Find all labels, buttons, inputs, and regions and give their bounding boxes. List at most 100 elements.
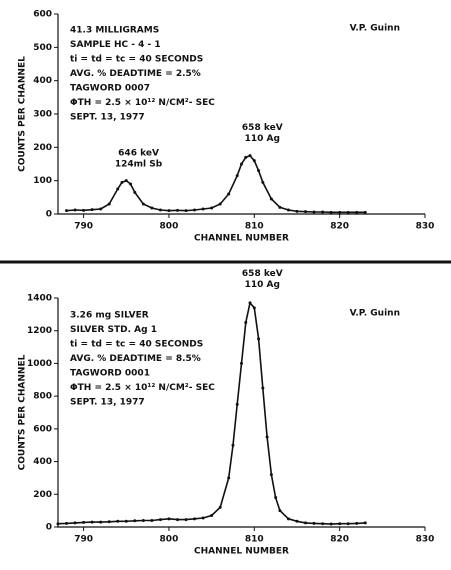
y-tick-label: 1400 xyxy=(27,294,52,304)
data-point xyxy=(257,169,261,173)
data-point xyxy=(175,208,179,212)
data-point xyxy=(269,197,273,201)
data-point xyxy=(99,520,103,524)
note: ΦTH = 2.5 × 10¹² N/CM²- SEC xyxy=(70,98,215,108)
data-point xyxy=(329,522,333,526)
y-tick-label: 400 xyxy=(33,457,52,467)
data-point xyxy=(304,210,308,214)
x-axis-label: CHANNEL NUMBER xyxy=(194,547,289,557)
y-tick-label: 0 xyxy=(46,210,52,220)
note: TAGWORD 0007 xyxy=(70,84,150,94)
note: SEPT. 13, 1977 xyxy=(70,398,145,408)
data-point xyxy=(116,519,120,523)
peak-label: 646 keV xyxy=(118,149,159,159)
y-tick-label: 1000 xyxy=(27,359,52,369)
data-point xyxy=(278,509,282,513)
y-tick-label: 200 xyxy=(33,143,52,153)
note: AVG. % DEADTIME = 2.5% xyxy=(70,69,201,79)
x-tick-label: 820 xyxy=(330,535,349,545)
author: V.P. Guinn xyxy=(350,309,400,319)
data-point xyxy=(261,386,265,390)
data-point xyxy=(304,521,308,525)
data-point xyxy=(175,518,179,522)
data-point xyxy=(338,522,342,526)
data-point xyxy=(116,187,120,191)
data-point xyxy=(286,517,290,521)
x-axis-label: CHANNEL NUMBER xyxy=(194,234,289,244)
data-point xyxy=(184,209,188,213)
x-tick-label: 800 xyxy=(160,535,179,545)
data-point xyxy=(120,180,124,184)
data-point xyxy=(56,522,60,526)
x-tick-label: 820 xyxy=(330,222,349,232)
data-point xyxy=(312,521,316,525)
note: SILVER STD. Ag 1 xyxy=(70,325,157,335)
data-point xyxy=(82,520,86,524)
data-point xyxy=(295,519,299,523)
peak-label: 124ml Sb xyxy=(115,160,163,170)
data-point xyxy=(193,208,197,212)
data-point xyxy=(321,210,325,214)
y-tick-label: 1200 xyxy=(27,326,52,336)
data-point xyxy=(269,473,273,477)
y-tick-label: 600 xyxy=(33,10,52,20)
peak-label: 110 Ag xyxy=(245,134,280,144)
data-point xyxy=(363,521,367,525)
note: 41.3 MILLIGRAMS xyxy=(70,26,159,36)
data-point xyxy=(235,402,239,406)
data-line xyxy=(57,301,366,525)
data-point xyxy=(73,521,77,525)
note: SAMPLE HC - 4 - 1 xyxy=(70,40,161,50)
y-tick-label: 300 xyxy=(33,110,52,120)
data-point xyxy=(73,208,77,212)
y-tick-label: 0 xyxy=(46,523,52,533)
data-point xyxy=(248,301,252,305)
x-tick-label: 790 xyxy=(74,222,93,232)
data-point xyxy=(218,202,222,206)
data-point xyxy=(201,207,205,211)
data-point xyxy=(184,518,188,522)
data-point xyxy=(274,496,278,500)
data-point xyxy=(295,209,299,213)
data-point xyxy=(141,518,145,522)
data-point xyxy=(244,321,248,325)
data-point xyxy=(107,202,111,206)
y-tick-label: 600 xyxy=(33,424,52,434)
data-point xyxy=(141,202,145,206)
data-point xyxy=(129,182,133,186)
data-point xyxy=(312,210,316,214)
data-point xyxy=(167,517,171,521)
data-point xyxy=(82,208,86,212)
data-point xyxy=(193,517,197,521)
data-point xyxy=(65,209,69,213)
data-point xyxy=(158,518,162,522)
data-point xyxy=(124,179,128,183)
data-point xyxy=(244,155,248,159)
y-axis-label: COUNTS PER CHANNEL xyxy=(18,354,28,470)
data-point xyxy=(257,337,261,341)
x-tick-label: 830 xyxy=(416,535,435,545)
data-point xyxy=(107,520,111,524)
data-point xyxy=(133,190,137,194)
x-tick-label: 800 xyxy=(160,222,179,232)
data-point xyxy=(240,162,243,166)
x-tick-label: 790 xyxy=(74,535,93,545)
x-tick-label: 810 xyxy=(245,222,264,232)
data-point xyxy=(158,208,162,212)
x-tick-label: 830 xyxy=(416,222,435,232)
peak-label: 658 keV xyxy=(242,269,283,279)
data-point xyxy=(248,154,252,158)
data-point xyxy=(150,206,154,210)
data-point xyxy=(210,514,214,518)
peak-label: 110 Ag xyxy=(245,280,280,290)
data-point xyxy=(252,159,256,163)
data-point xyxy=(261,180,265,184)
data-point xyxy=(235,174,239,178)
data-point xyxy=(90,208,94,212)
data-point xyxy=(346,522,350,526)
y-tick-label: 500 xyxy=(33,43,52,53)
note: ti = td = tc = 40 SECONDS xyxy=(70,55,203,65)
data-point xyxy=(227,192,231,196)
data-point xyxy=(363,210,367,214)
author: V.P. Guinn xyxy=(350,24,400,34)
